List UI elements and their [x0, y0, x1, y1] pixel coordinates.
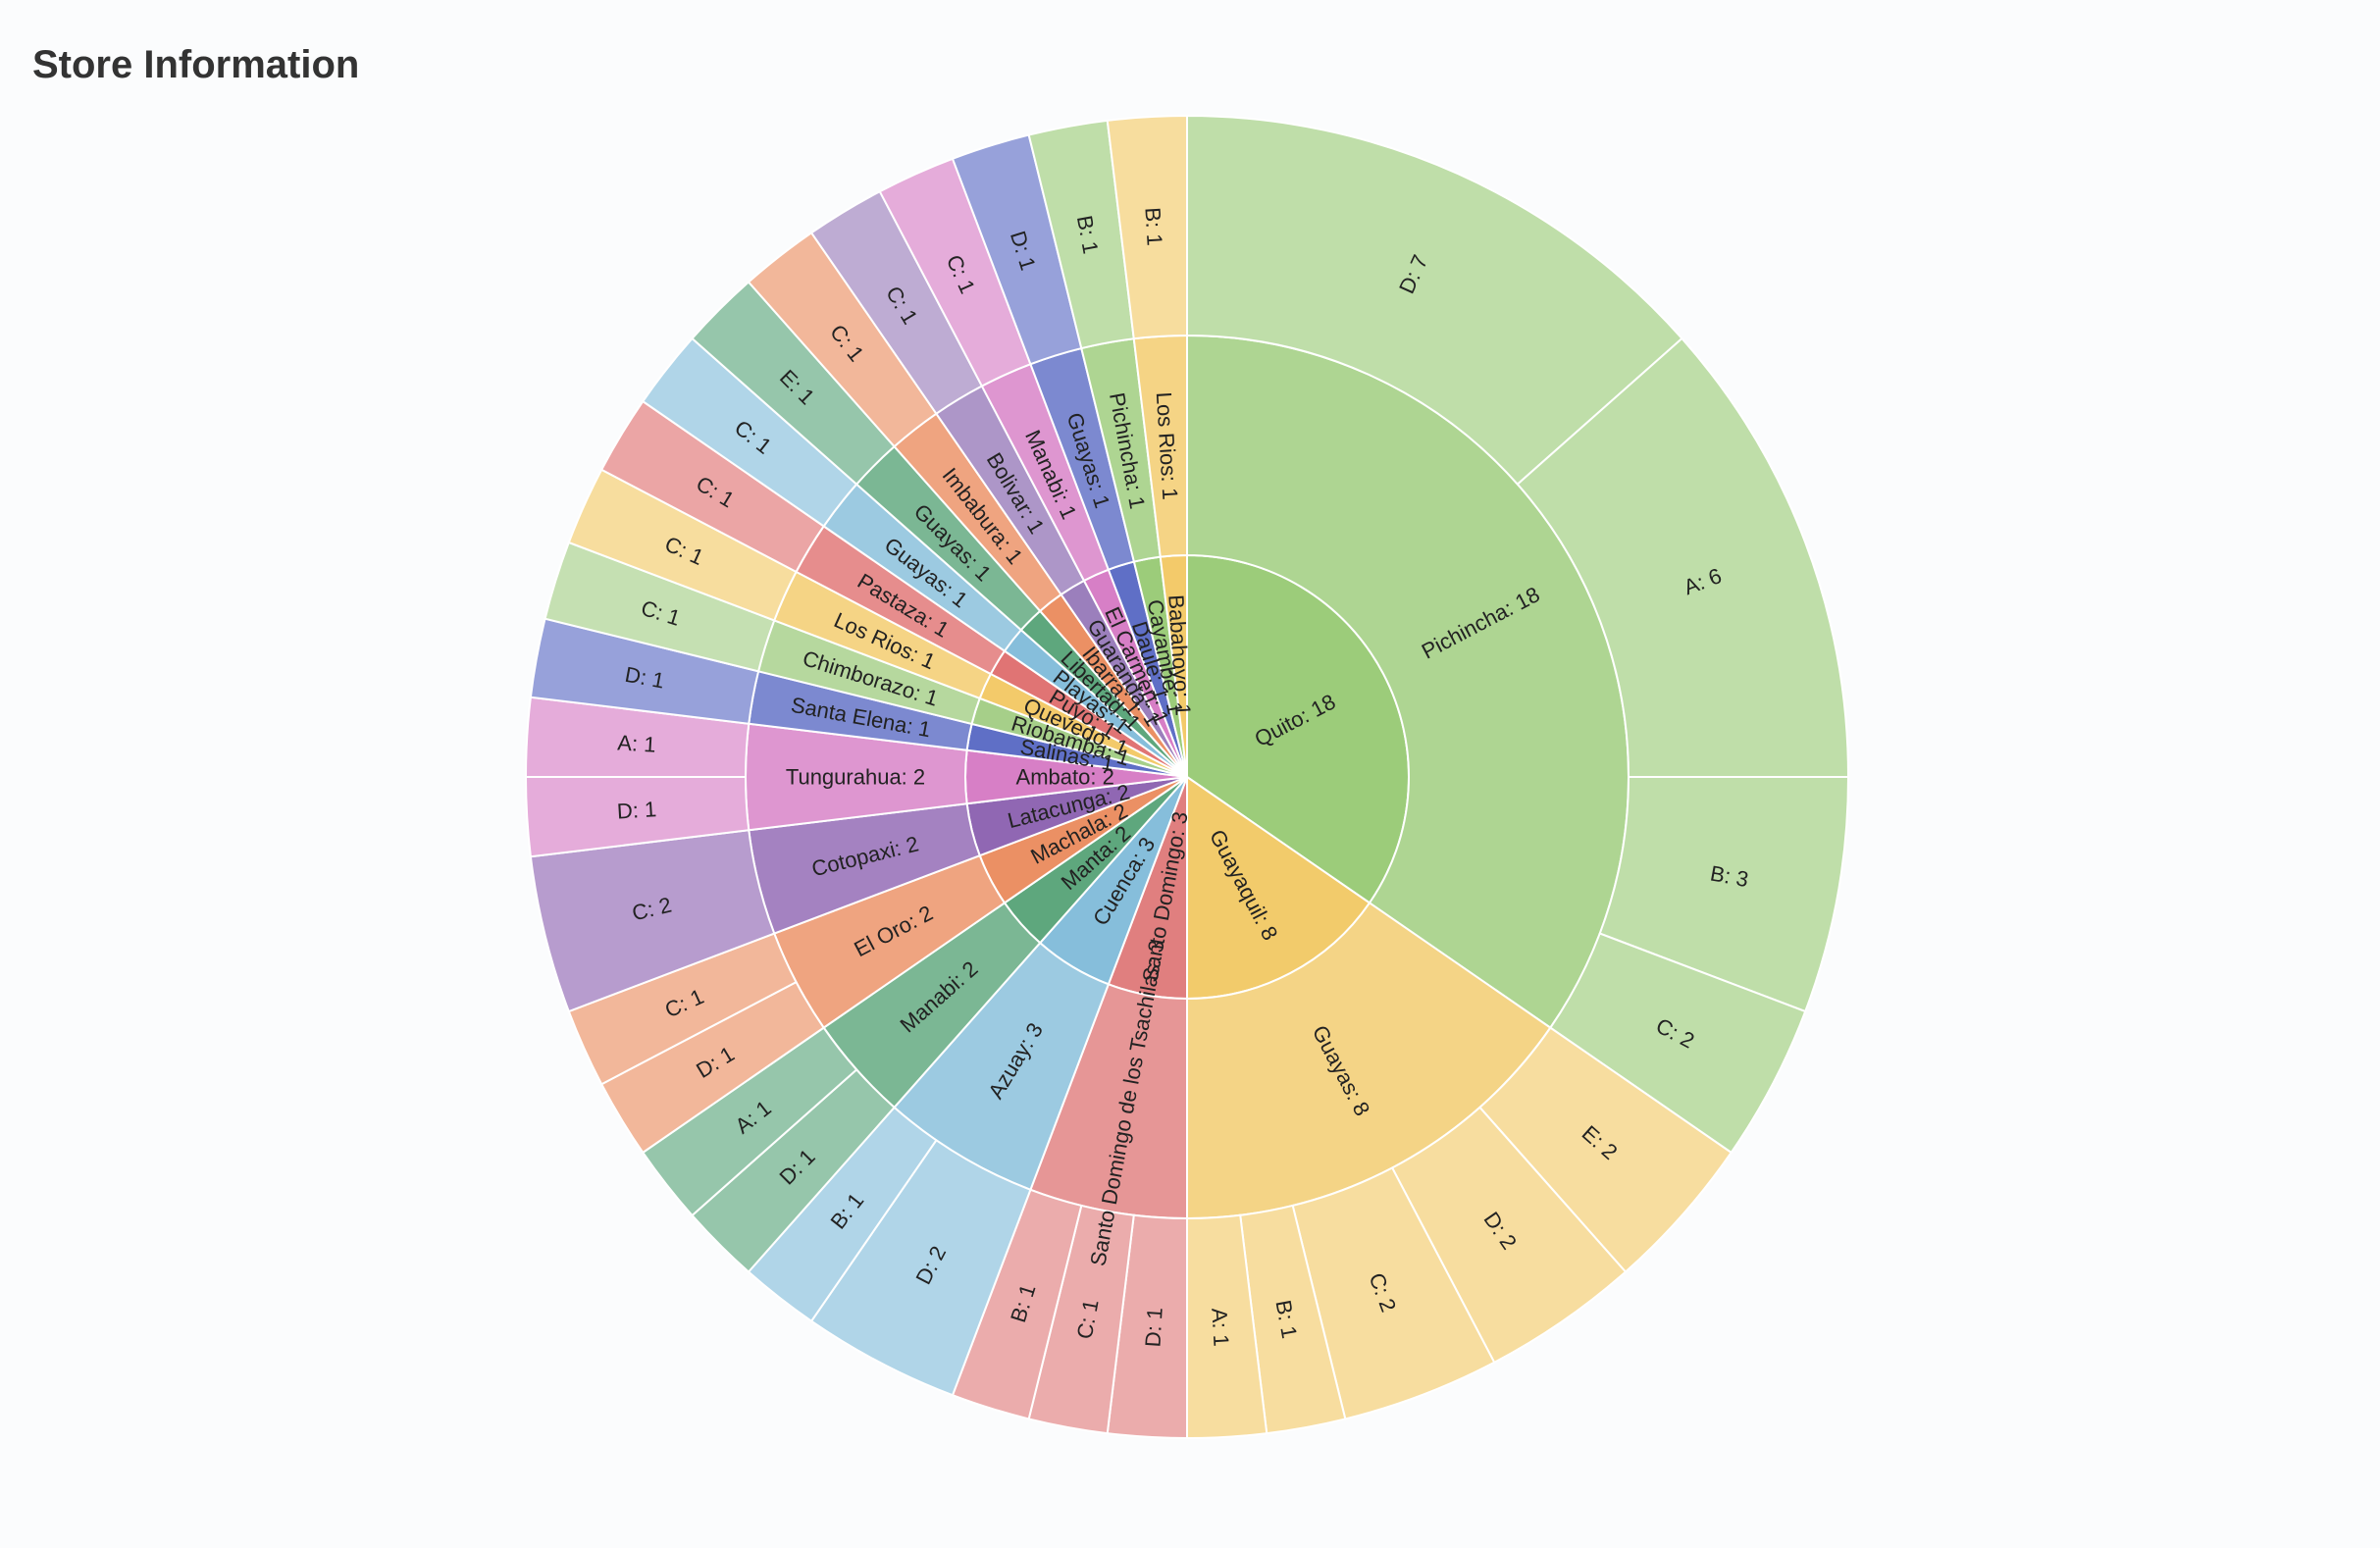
sunburst-label-ambato-tungurahua-0-a-1: A: 1 — [617, 730, 657, 756]
sunburst-label-ambato-tungurahua-0: Tungurahua: 2 — [786, 765, 925, 790]
sunburst-segment-babahoyo-los-rios-0-b-0[interactable] — [1106, 114, 1188, 340]
page-title: Store Information — [32, 43, 360, 86]
sunburst-label-guayaquil-guayas-0-a-4: A: 1 — [1207, 1308, 1233, 1348]
sunburst-label-ambato-tungurahua-0-d-0: D: 1 — [616, 797, 657, 823]
sunburst-segment-quito-pichincha-0-d-0[interactable] — [1186, 114, 1683, 487]
sunburst-label-santo-domingo-santo-domingo-de-los-tsachilas-0-d-0: D: 1 — [1140, 1307, 1166, 1348]
sunburst-label-babahoyo-los-rios-0-b-0: B: 1 — [1140, 207, 1166, 247]
sunburst-label-ambato: Ambato: 2 — [1016, 765, 1114, 790]
